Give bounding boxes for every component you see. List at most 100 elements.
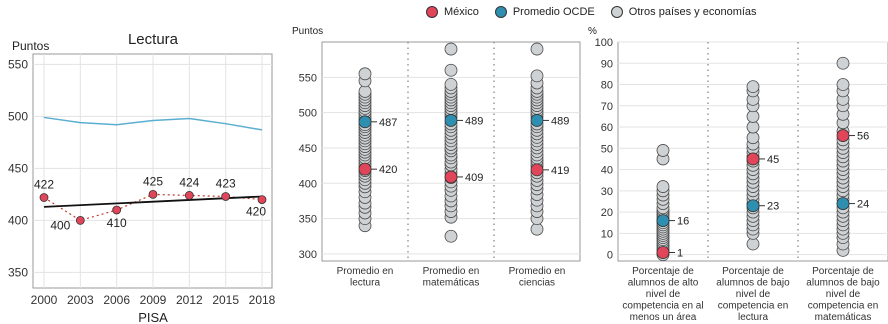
data-point-mexico <box>656 246 670 259</box>
x-tick-label-1: 2006 <box>103 293 130 307</box>
series-line-ocde <box>43 116 263 131</box>
data-point-other <box>358 67 372 81</box>
data-label-mexico: 1 <box>677 247 683 259</box>
x-category-label-2: Promedio en <box>509 266 566 277</box>
data-point-other <box>836 56 850 70</box>
y-tick-label-3: 40 <box>601 165 613 177</box>
x-category-label-3: nivel de <box>736 289 771 300</box>
data-label-mexico: 410 <box>107 216 127 230</box>
data-point-mexico <box>444 170 458 184</box>
y-tick-label-3: 20 <box>601 207 613 219</box>
data-point-mexico <box>257 195 267 205</box>
legend-label-otros: Otros países y economías <box>628 6 757 18</box>
y-tick-label-3: 90 <box>601 58 613 70</box>
data-point-mexico <box>148 189 158 199</box>
legend-swatch-mexico <box>426 6 438 18</box>
data-label-ocde: 16 <box>677 216 689 228</box>
data-label-ocde: 487 <box>379 117 397 129</box>
data-point-mexico <box>836 129 850 142</box>
data-point-mexico <box>39 193 49 202</box>
x-category-label-3: menos un área <box>630 312 697 323</box>
data-point-other <box>746 131 760 145</box>
data-point-other <box>746 120 760 134</box>
x-category-label-3: competencia en <box>718 301 789 312</box>
data-label-mexico: 400 <box>50 218 70 232</box>
legend-swatch-otros <box>610 6 623 18</box>
x-tick-label-1: 2012 <box>176 293 203 307</box>
legend-item-mexico: México <box>426 6 479 18</box>
y-tick-label-3: 0 <box>607 250 613 262</box>
y-tick-label-3: 60 <box>601 122 613 134</box>
y-tick-label-2: 350 <box>299 214 317 226</box>
data-point-other <box>746 237 760 251</box>
data-label-mexico: 425 <box>143 174 163 188</box>
x-category-label-2: matemáticas <box>423 278 480 289</box>
x-category-label-3: Porcentaje de <box>812 266 874 277</box>
legend-item-otros: Otros países y economías <box>610 6 757 18</box>
x-category-label-2: Promedio en <box>337 266 394 277</box>
x-category-label-3: matemáticas <box>815 312 872 323</box>
y-tick-label-3: 50 <box>601 143 613 155</box>
data-label-mexico: 424 <box>179 175 199 189</box>
data-label-mexico: 420 <box>379 164 397 176</box>
data-point-other <box>656 144 670 157</box>
data-label-ocde: 24 <box>857 199 869 211</box>
data-point-other <box>746 110 760 123</box>
data-point-mexico <box>221 192 231 201</box>
x-axis-label-1: PISA <box>138 310 168 324</box>
x-category-label-2: Promedio en <box>423 266 480 277</box>
data-label-mexico: 45 <box>767 154 779 166</box>
y-tick-label-1: 400 <box>8 213 28 227</box>
y-tick-label-2: 400 <box>299 178 317 190</box>
data-label-mexico: 56 <box>857 131 869 143</box>
chart-title-1: Lectura <box>128 31 179 48</box>
data-label-mexico: 420 <box>246 205 266 219</box>
y-tick-label-3: 30 <box>601 186 613 198</box>
y-axis-label-2: Puntos <box>292 26 323 37</box>
legend-item-ocde: Promedio OCDE <box>494 6 595 18</box>
y-tick-label-2: 450 <box>299 143 317 155</box>
y-tick-label-3: 10 <box>601 228 613 240</box>
data-point-other <box>656 180 670 193</box>
x-category-label-3: nivel de <box>646 289 681 300</box>
data-point-other <box>530 42 544 56</box>
y-tick-label-1: 500 <box>8 109 28 123</box>
data-label-mexico: 409 <box>465 172 483 184</box>
data-point-other <box>836 78 850 91</box>
y-axis-label-1: Puntos <box>12 39 49 53</box>
data-point-other <box>746 80 760 94</box>
data-point-other <box>444 229 458 243</box>
data-label-ocde: 489 <box>465 115 483 127</box>
data-point-ocde <box>444 114 458 127</box>
data-point-other <box>444 42 458 56</box>
y-tick-label-2: 300 <box>299 249 317 261</box>
x-tick-label-1: 2003 <box>67 293 94 307</box>
data-point-ocde <box>530 114 544 127</box>
data-point-mexico <box>112 205 122 215</box>
x-tick-label-1: 2009 <box>140 293 167 307</box>
x-tick-label-1: 2018 <box>249 293 276 307</box>
data-point-ocde <box>836 197 850 210</box>
data-point-ocde <box>358 115 372 129</box>
y-axis-label-3: % <box>588 26 597 37</box>
x-category-label-2: ciencias <box>519 278 555 289</box>
legend-label-ocde: Promedio OCDE <box>512 6 595 18</box>
x-category-label-3: alumnos de bajo <box>806 278 880 289</box>
y-tick-label-3: 100 <box>595 37 613 49</box>
x-category-label-2: lectura <box>350 278 380 289</box>
x-category-label-3: competencia en al <box>622 301 703 312</box>
data-label-ocde: 23 <box>767 201 779 213</box>
y-tick-label-1: 350 <box>8 265 28 279</box>
x-category-label-3: Porcentaje de <box>722 266 784 277</box>
y-tick-label-2: 550 <box>299 72 317 84</box>
x-category-label-3: nivel de <box>826 289 861 300</box>
legend-swatch-ocde <box>494 6 507 18</box>
y-tick-label-1: 450 <box>8 161 28 175</box>
data-point-other <box>530 69 544 83</box>
legend-label-mexico: México <box>444 6 479 18</box>
data-point-mexico <box>746 152 760 166</box>
x-tick-label-1: 2015 <box>212 293 239 307</box>
data-point-mexico <box>184 191 194 200</box>
x-category-label-3: alumnos de bajo <box>716 278 790 289</box>
